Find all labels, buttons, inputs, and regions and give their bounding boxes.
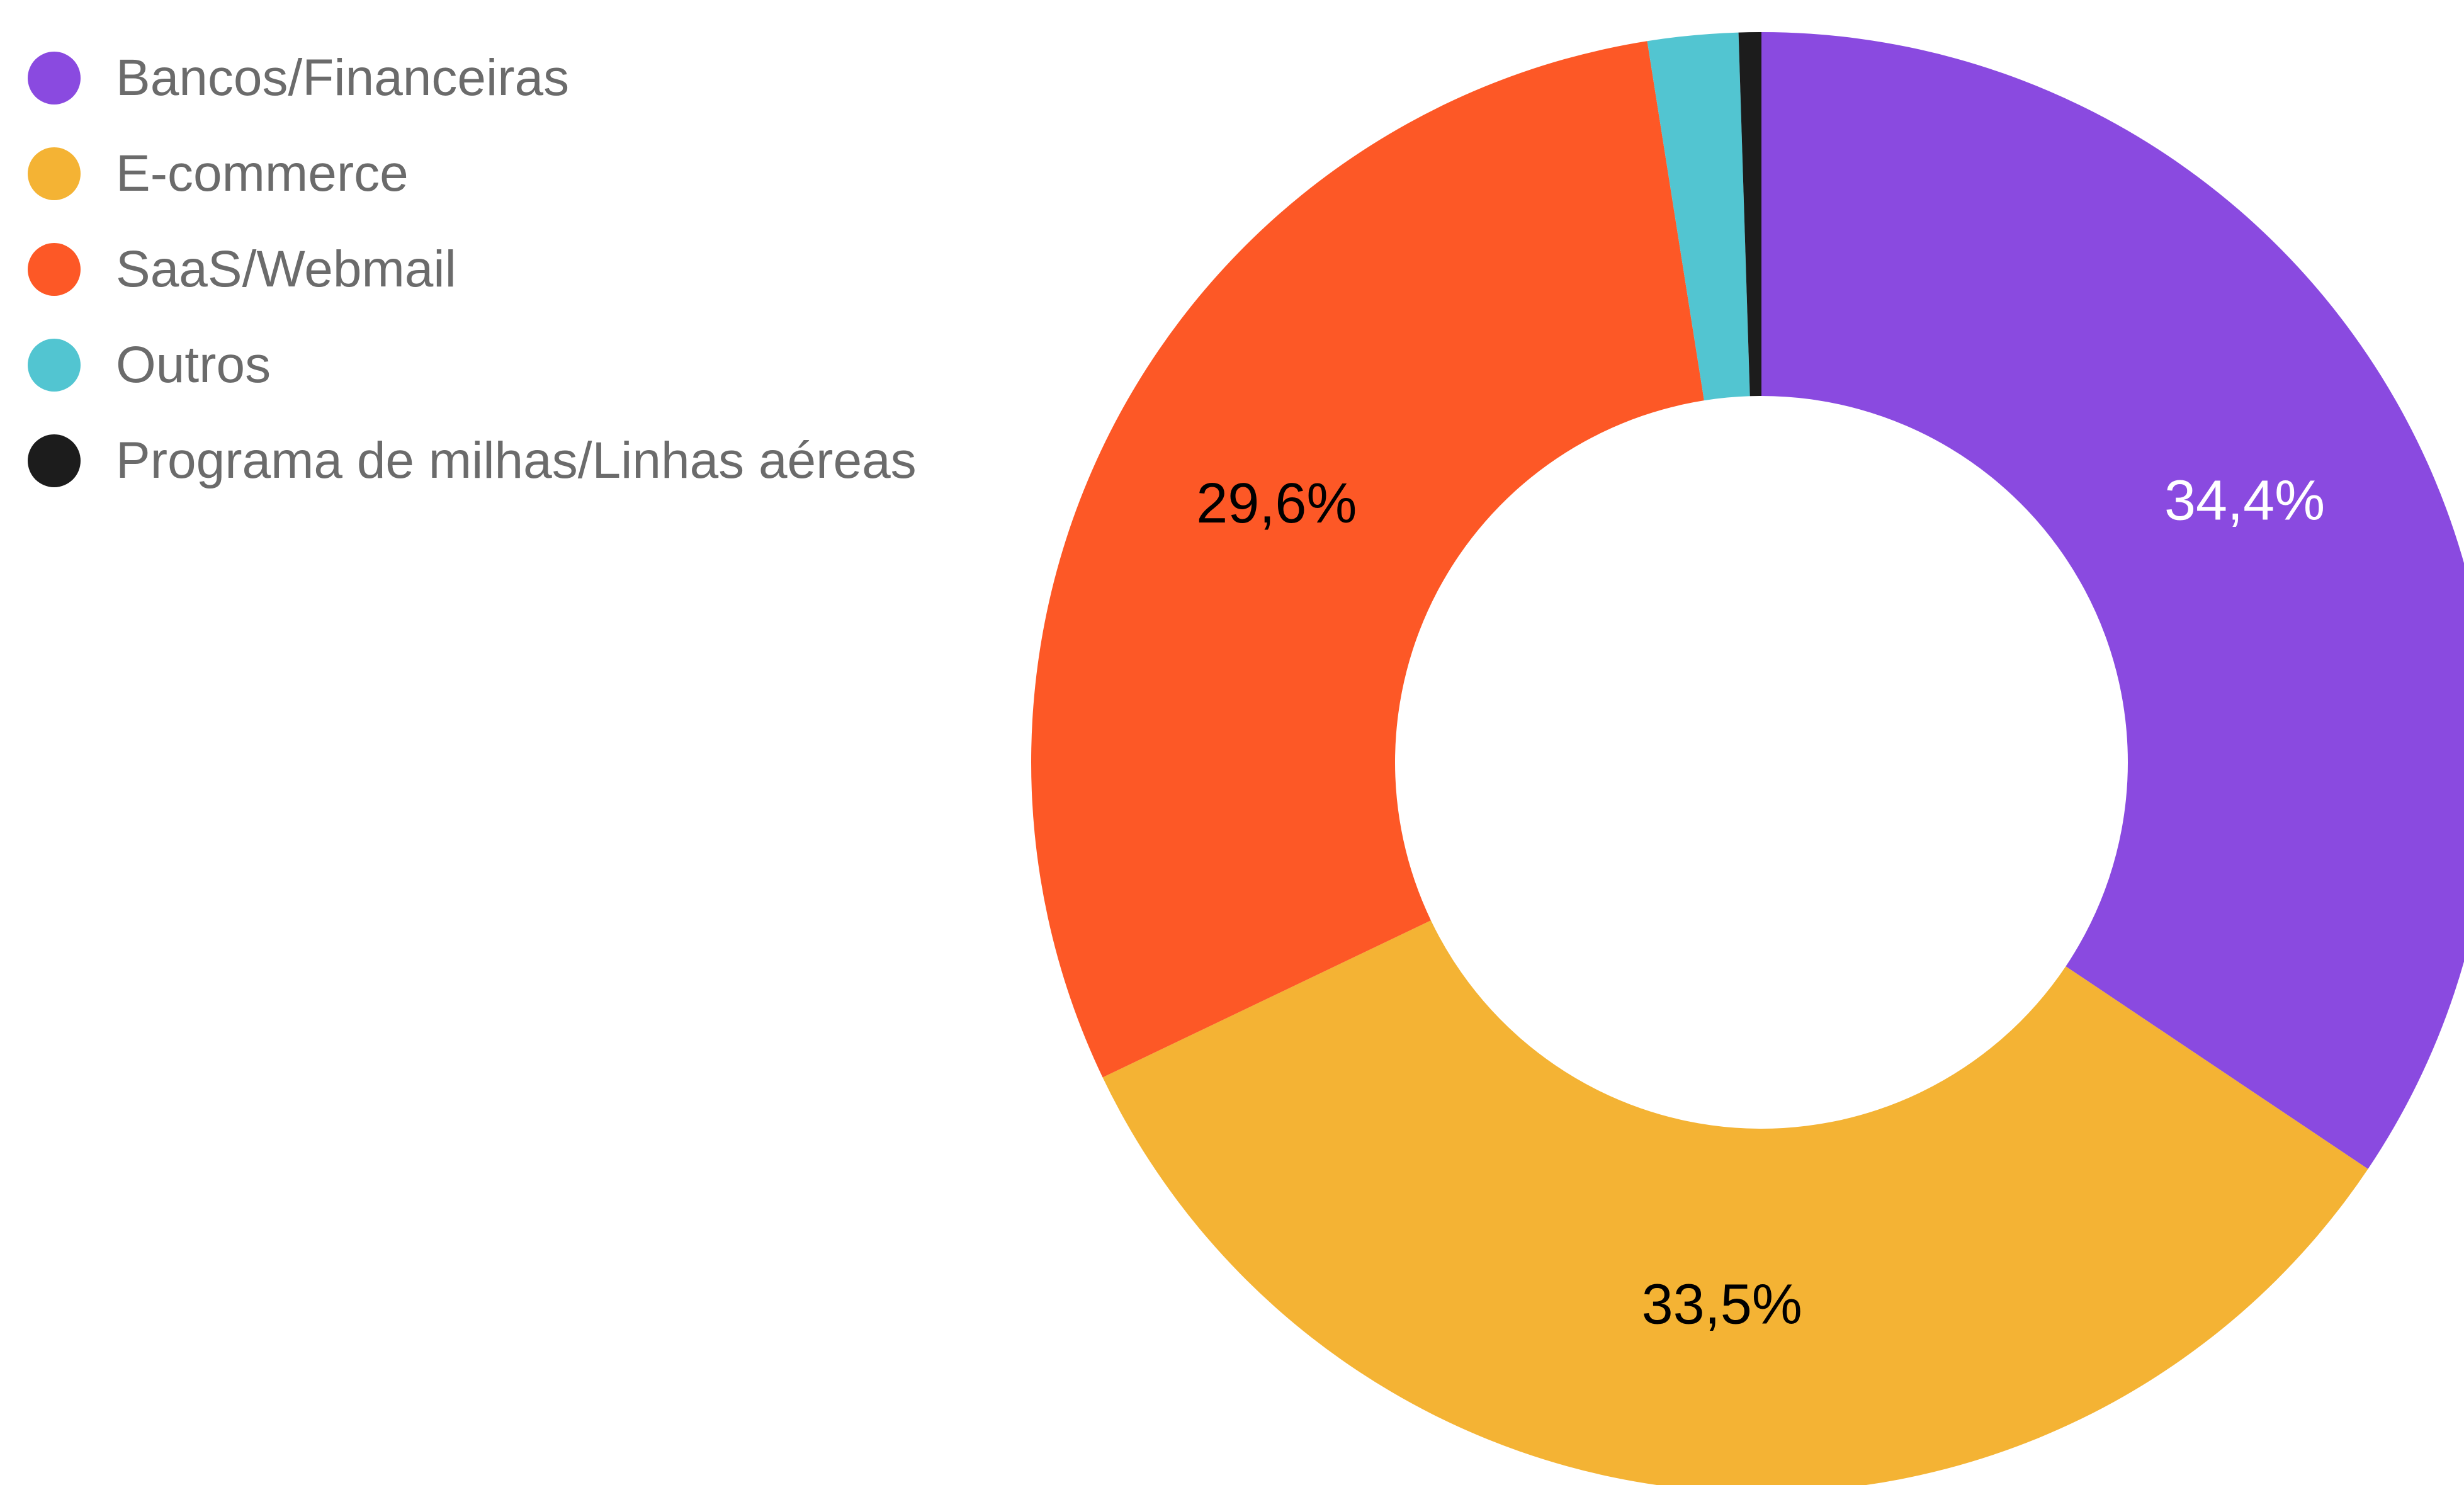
- legend-item: Bancos/Financeiras: [28, 30, 917, 126]
- chart-legend: Bancos/Financeiras E-commerce SaaS/Webma…: [28, 30, 917, 509]
- donut-slice: [1031, 41, 1704, 1078]
- legend-swatch: [28, 147, 81, 200]
- slice-data-label: 29,6%: [1196, 472, 1357, 535]
- legend-label: Bancos/Financeiras: [116, 49, 570, 106]
- slice-data-label: 33,5%: [1642, 1273, 1802, 1336]
- donut-slice: [1102, 920, 2368, 1485]
- legend-swatch: [28, 243, 81, 296]
- slices-group: [1031, 32, 2464, 1485]
- legend-item: Outros: [28, 317, 917, 413]
- slice-labels-group: 34,4% 33,5% 29,6%: [1196, 469, 2325, 1336]
- legend-item: Programa de milhas/Linhas aéreas: [28, 413, 917, 509]
- slice-data-label: 34,4%: [2164, 469, 2325, 532]
- donut-slice: [1738, 32, 1761, 397]
- legend-label: Programa de milhas/Linhas aéreas: [116, 432, 917, 489]
- legend-swatch: [28, 52, 81, 104]
- legend-item: SaaS/Webmail: [28, 222, 917, 317]
- legend-swatch: [28, 339, 81, 392]
- donut-slice: [1647, 32, 1750, 401]
- donut-slice: [1761, 32, 2464, 1169]
- legend-label: Outros: [116, 336, 271, 393]
- legend-swatch: [28, 434, 81, 487]
- legend-item: E-commerce: [28, 126, 917, 222]
- legend-label: SaaS/Webmail: [116, 240, 456, 298]
- legend-label: E-commerce: [116, 145, 409, 202]
